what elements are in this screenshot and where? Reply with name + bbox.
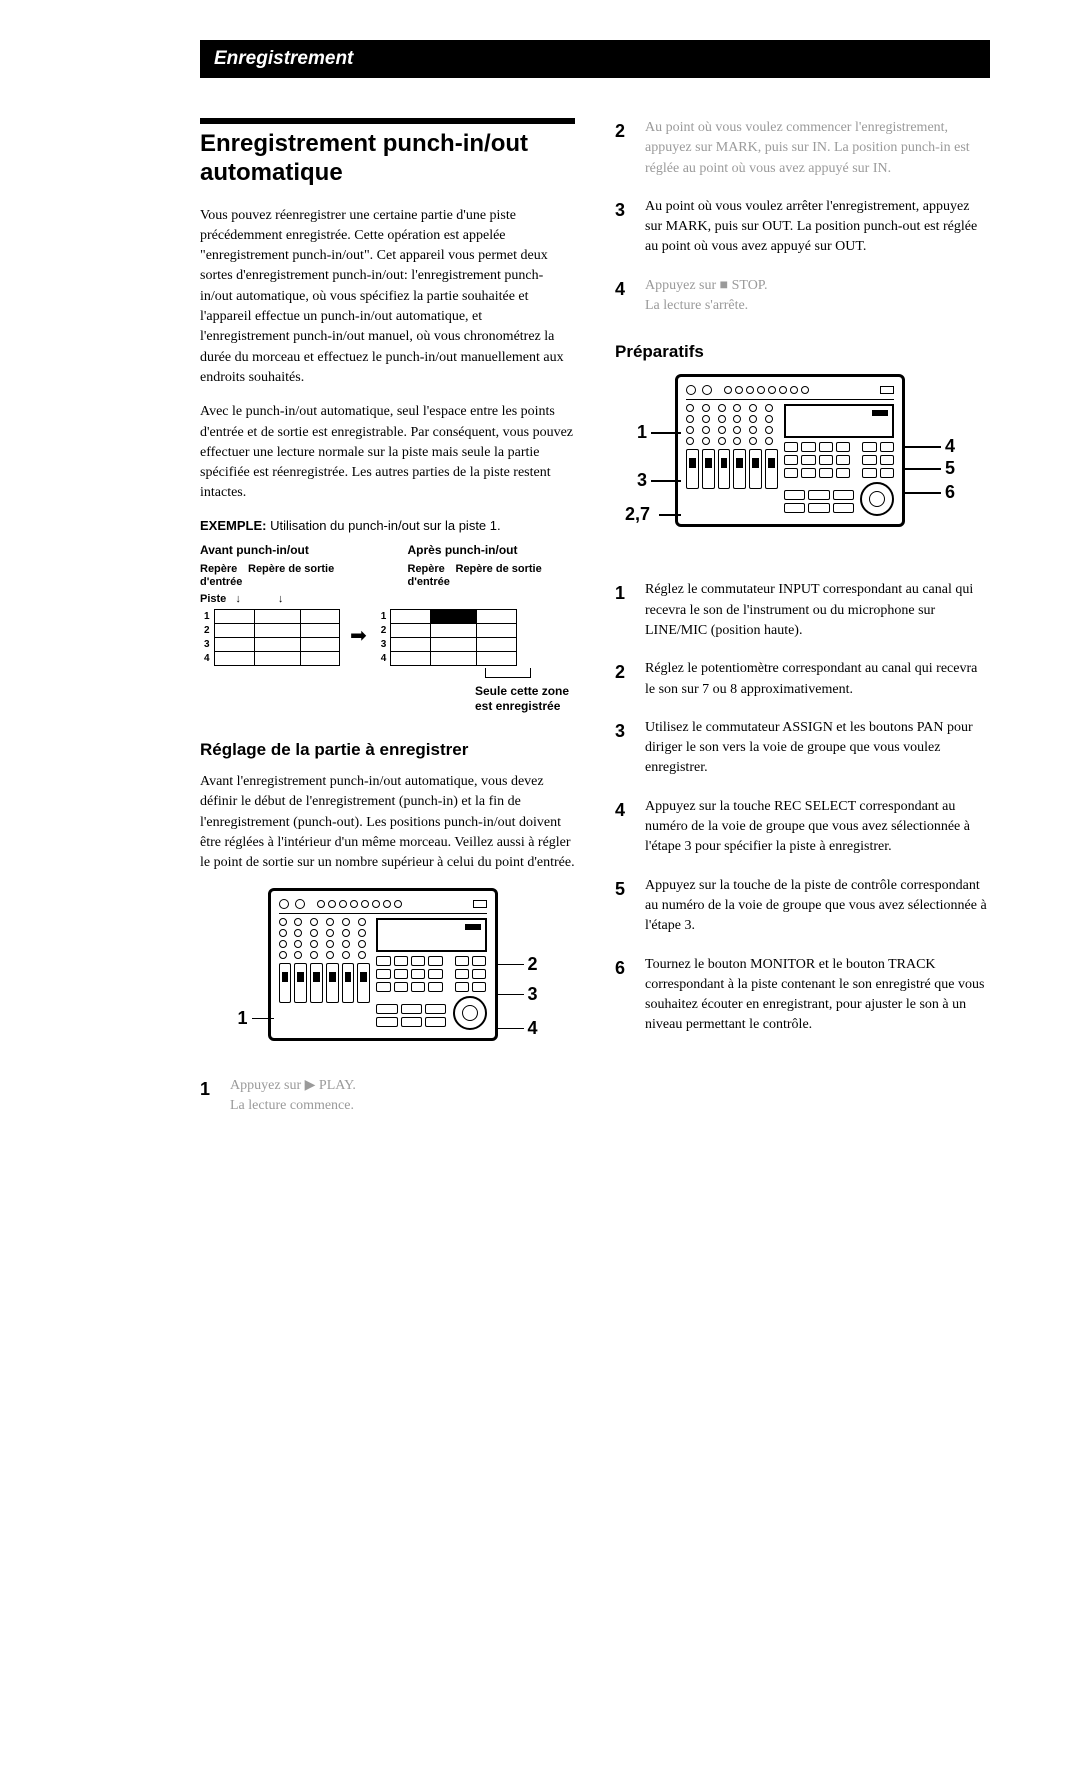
example-label: EXEMPLE: <box>200 518 266 533</box>
intro-paragraph-1: Vous pouvez réenregistrer une certaine p… <box>200 206 575 389</box>
rep-in-label-2: Repère d'entrée <box>408 563 456 589</box>
example-text: Utilisation du punch-in/out sur la piste… <box>270 518 501 533</box>
reglage-step-3-text: Au point où vous voulez arrêter l'enregi… <box>645 197 990 258</box>
callout-p4: 4 <box>945 436 955 457</box>
page-title: Enregistrement punch-in/out automatique <box>200 130 575 188</box>
only-zone-caption: Seule cette zone est enregistrée <box>475 684 575 714</box>
rep-out-label: Repère de sortie <box>248 563 340 589</box>
rep-in-label: Repère d'entrée <box>200 563 248 589</box>
before-header: Avant punch-in/out <box>200 543 368 557</box>
prep-step-6: Tournez le bouton MONITOR et le bouton T… <box>645 955 990 1036</box>
preparatifs-heading: Préparatifs <box>615 342 990 362</box>
callout-4: 4 <box>527 1018 537 1039</box>
after-header: Après punch-in/out <box>408 543 576 557</box>
example-line: EXEMPLE: Utilisation du punch-in/out sur… <box>200 518 575 533</box>
callout-p6: 6 <box>945 482 955 503</box>
callout-p1: 1 <box>637 422 647 443</box>
prep-steps: 1Réglez le commutateur INPUT corresponda… <box>615 580 990 1035</box>
section-banner: Enregistrement <box>200 40 990 78</box>
after-track-table: 1 2 3 4 <box>377 609 517 666</box>
reglage-step-2-text: Au point où vous voulez commencer l'enre… <box>645 118 990 179</box>
rep-out-label-2: Repère de sortie <box>456 563 548 589</box>
reglage-body: Avant l'enregistrement punch-in/out auto… <box>200 772 575 873</box>
reglage-heading: Réglage de la partie à enregistrer <box>200 740 575 760</box>
device-figure-2 <box>675 374 905 527</box>
prep-step-2: Réglez le potentiomètre correspondant au… <box>645 659 990 700</box>
reglage-step-4-sub: La lecture s'arrête. <box>645 298 748 313</box>
piste-label: Piste <box>200 593 226 605</box>
callout-3: 3 <box>527 984 537 1005</box>
reglage-step-1-text: Appuyez sur ▶ PLAY. <box>230 1078 356 1093</box>
before-track-table: 1 2 3 4 <box>200 609 340 666</box>
reglage-steps-cont: 2 Au point où vous voulez commencer l'en… <box>615 118 990 316</box>
prep-step-4: Appuyez sur la touche REC SELECT corresp… <box>645 797 990 858</box>
device-figure-1 <box>268 888 498 1041</box>
reglage-step-1: 1 Appuyez sur ▶ PLAY. La lecture commenc… <box>200 1076 575 1117</box>
callout-p3: 3 <box>637 470 647 491</box>
title-rule <box>200 118 575 124</box>
punch-chart: Avant punch-in/out Repère d'entrée Repèr… <box>200 543 575 714</box>
prep-step-3: Utilisez le commutateur ASSIGN et les bo… <box>645 718 990 779</box>
reglage-step-1-sub: La lecture commence. <box>230 1098 354 1113</box>
prep-step-1: Réglez le commutateur INPUT correspondan… <box>645 580 990 641</box>
callout-p5: 5 <box>945 458 955 479</box>
reglage-step-4-text: Appuyez sur ■ STOP. <box>645 278 768 293</box>
arrow-icon: ➡ <box>350 623 367 648</box>
right-column: 2 Au point où vous voulez commencer l'en… <box>615 118 990 1134</box>
callout-p27: 2,7 <box>625 504 650 525</box>
prep-step-5: Appuyez sur la touche de la piste de con… <box>645 876 990 937</box>
left-column: Enregistrement punch-in/out automatique … <box>200 118 575 1134</box>
callout-2: 2 <box>527 954 537 975</box>
callout-1: 1 <box>238 1008 248 1029</box>
intro-paragraph-2: Avec le punch-in/out automatique, seul l… <box>200 402 575 503</box>
